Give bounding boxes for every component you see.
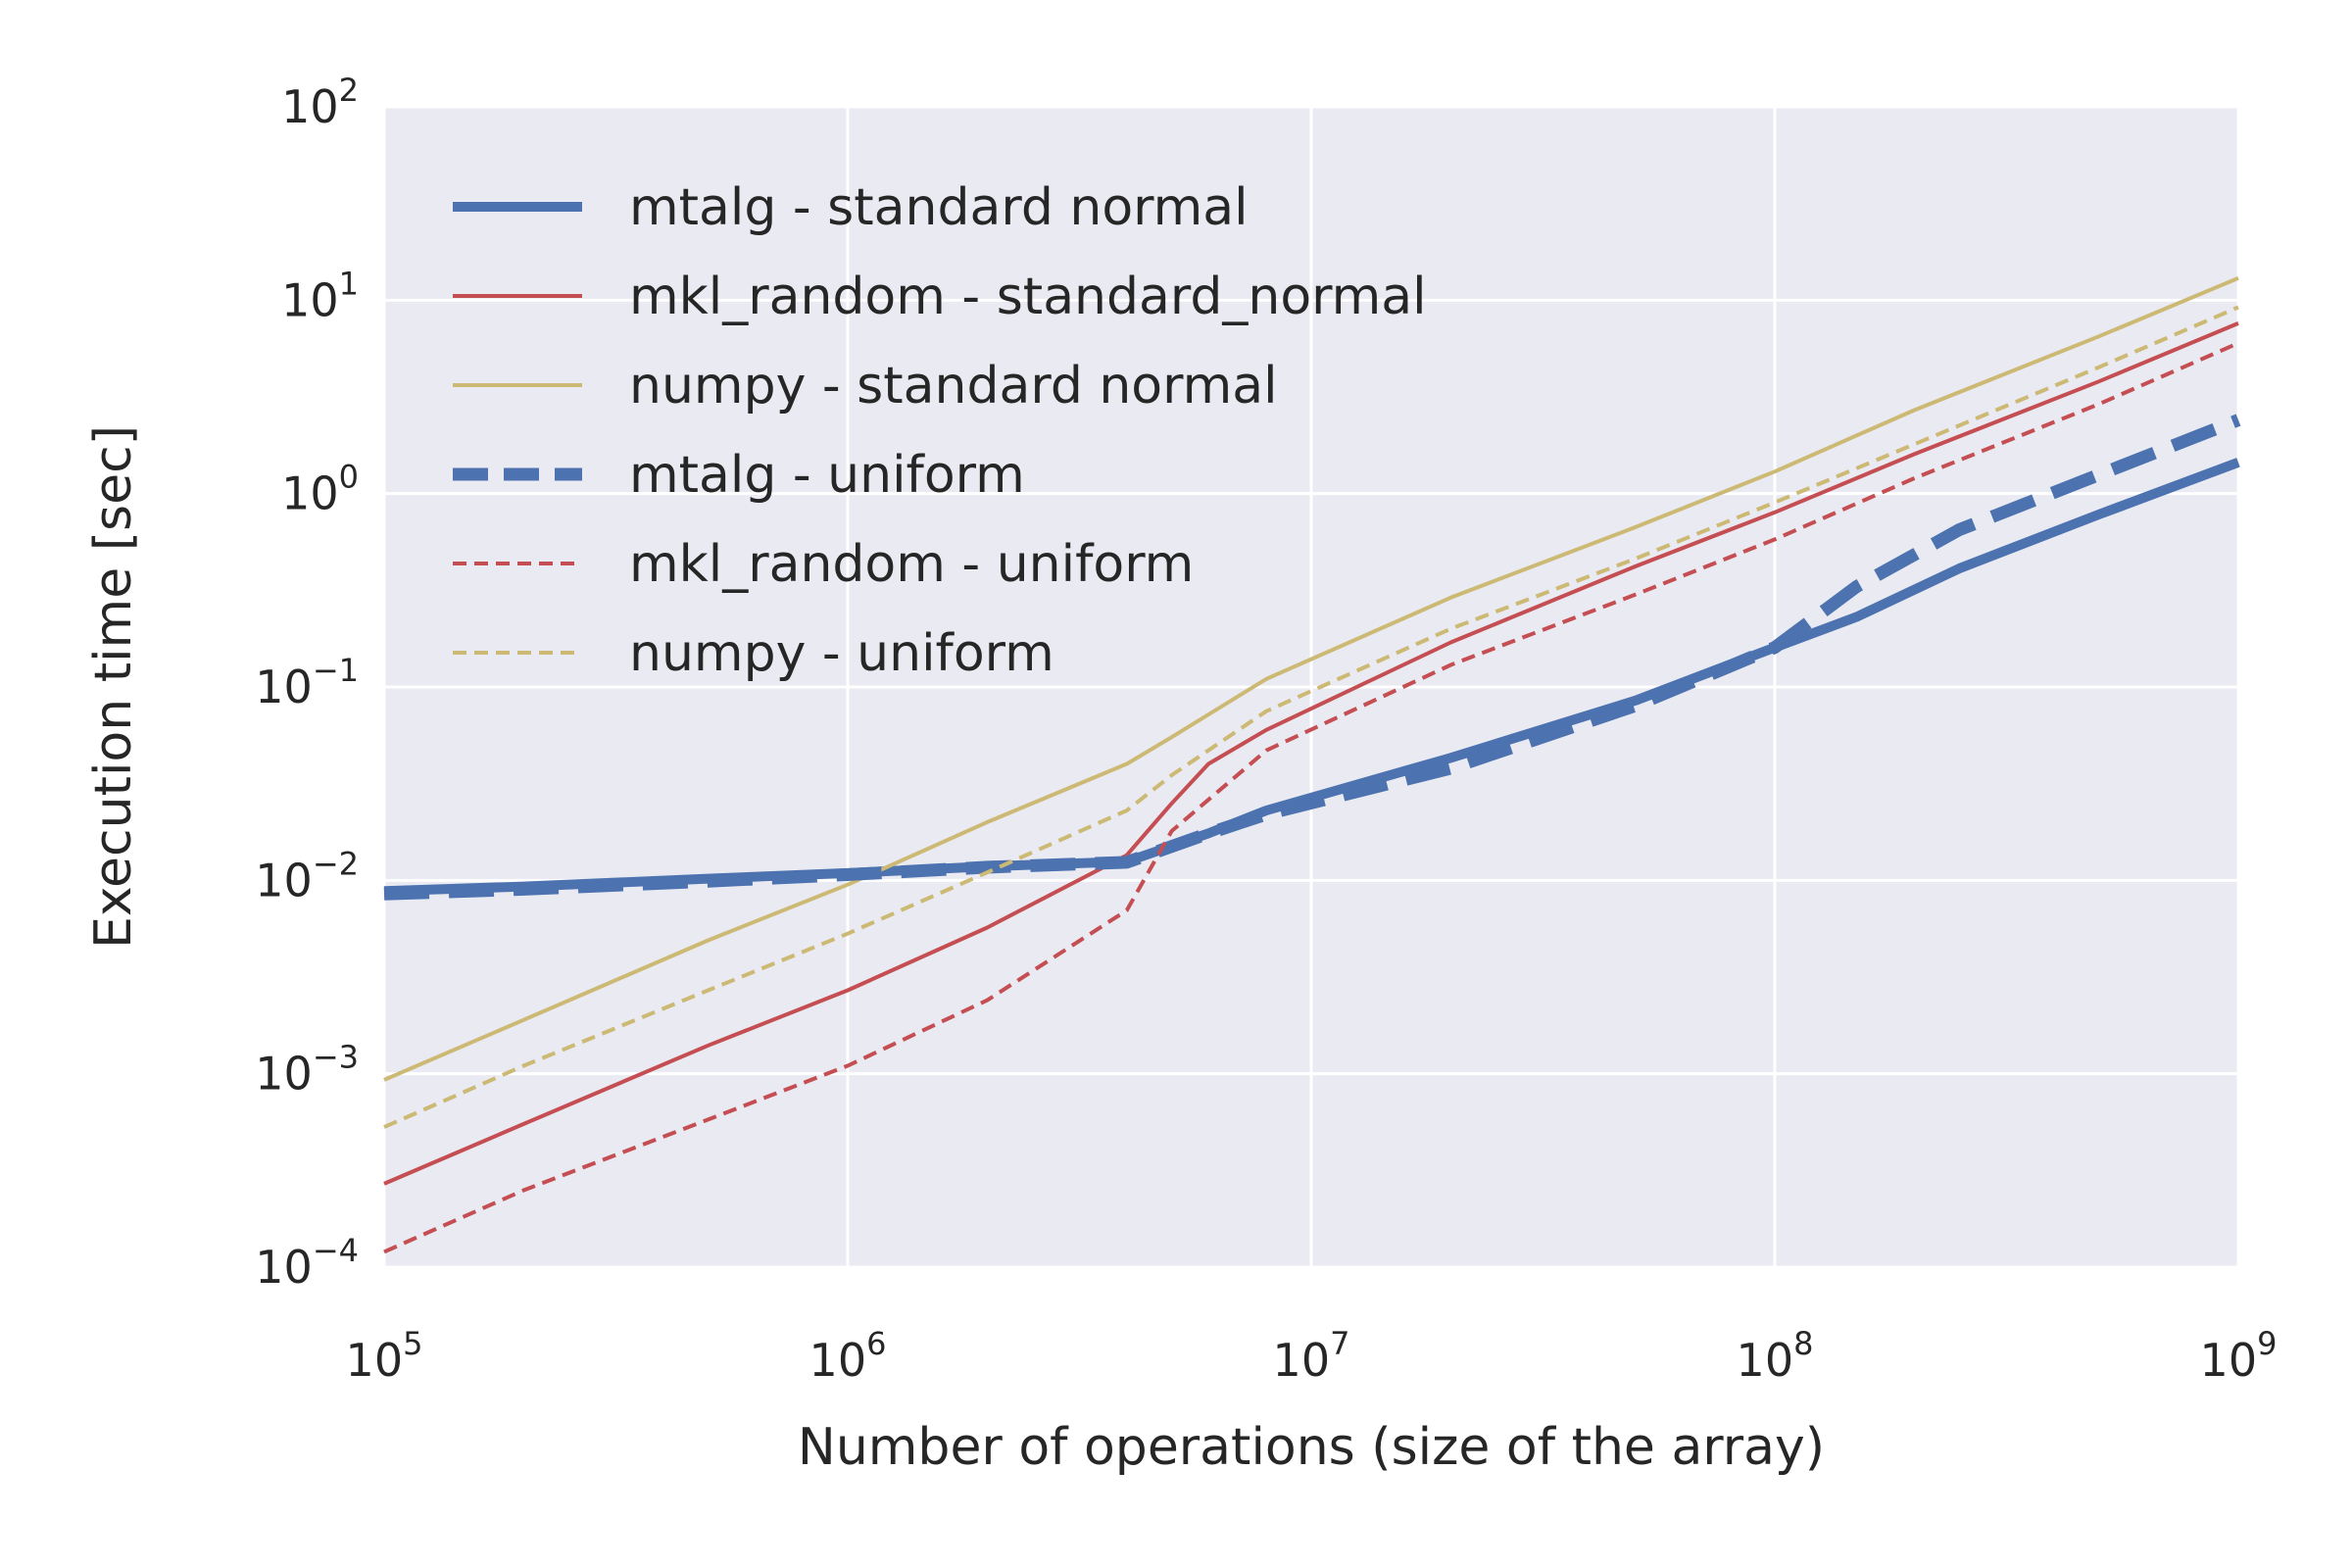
series-line-0 <box>383 458 2240 897</box>
x-tick-labels: 105 106 107 108 109 <box>346 1325 2278 1387</box>
y-tick-label: 100 <box>281 459 359 520</box>
series-line-2 <box>383 275 2239 1082</box>
series-line-1 <box>383 321 2239 1186</box>
x-tick-label: 108 <box>1737 1325 1814 1387</box>
x-tick-label: 107 <box>1273 1325 1350 1387</box>
y-tick-label: 10−4 <box>255 1232 359 1294</box>
y-tick-label: 10−1 <box>255 652 359 713</box>
x-tick-label: 109 <box>2200 1325 2278 1387</box>
y-tick-labels: 10−4 10−3 10−2 10−1 100 101 102 <box>255 72 359 1294</box>
x-tick-label: 106 <box>809 1325 887 1387</box>
y-tick-label: 10−3 <box>255 1039 359 1101</box>
legend-label: mkl_random - uniform <box>629 535 1194 594</box>
legend-label: mtalg - uniform <box>629 446 1025 505</box>
series-line-5 <box>383 305 2239 1129</box>
y-tick-label: 10−2 <box>255 845 359 906</box>
legend-label: mtalg - standard normal <box>629 178 1249 237</box>
y-axis-label: Execution time [sec] <box>84 425 143 949</box>
series-layer <box>383 275 2241 1254</box>
x-tick-label: 105 <box>346 1325 423 1387</box>
legend-label: numpy - standard normal <box>629 357 1278 416</box>
y-tick-label: 102 <box>281 72 359 133</box>
series-line-4 <box>383 341 2239 1254</box>
legend-label: numpy - uniform <box>629 624 1054 683</box>
x-axis-label: Number of operations (size of the array) <box>798 1418 1825 1477</box>
legend-label: mkl_random - standard_normal <box>629 268 1427 326</box>
y-tick-label: 101 <box>281 265 359 326</box>
legend: mtalg - standard normal mkl_random - stan… <box>453 178 1427 683</box>
